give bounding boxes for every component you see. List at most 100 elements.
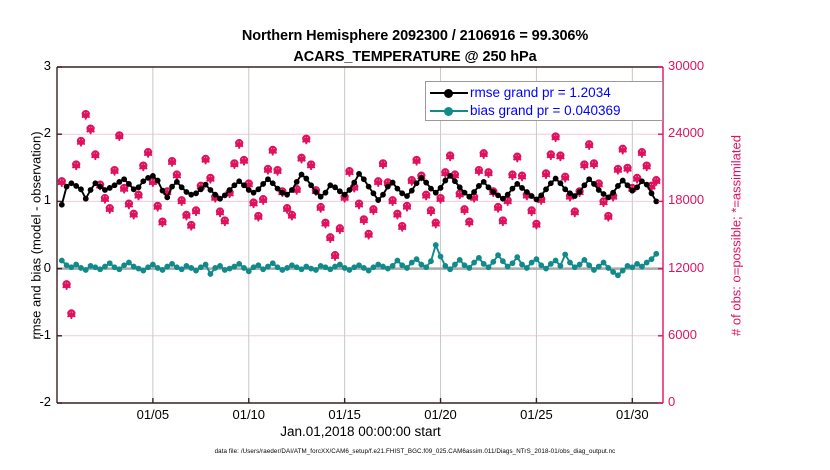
obs-assimilated-marker	[91, 150, 100, 161]
series-point	[475, 183, 482, 189]
series-point	[149, 172, 156, 179]
series-point	[452, 261, 458, 268]
obs-assimilated-marker	[412, 156, 421, 166]
series-point	[629, 264, 636, 271]
series-point	[523, 265, 530, 271]
series-point	[212, 265, 219, 271]
obs-assimilated-marker	[201, 155, 210, 165]
series-point	[322, 264, 329, 271]
series-point	[78, 265, 84, 271]
series-point	[221, 267, 228, 273]
series-point	[629, 187, 636, 194]
series-point	[471, 189, 478, 195]
series-point	[351, 264, 358, 271]
obs-assimilated-marker	[503, 196, 512, 206]
obs-assimilated-marker	[378, 159, 388, 170]
series-point	[384, 183, 391, 190]
y-tick-label-right: 0	[668, 394, 676, 409]
series-point	[111, 264, 118, 271]
series-point	[504, 263, 511, 270]
data-file-footer: data file: /Users/raeder/DAI/ATM_forcXX/…	[214, 448, 616, 455]
series-point	[447, 172, 454, 179]
y-tick-label-left: -2	[39, 394, 51, 409]
series-point	[188, 265, 195, 271]
series-point	[303, 263, 310, 270]
series-point	[317, 263, 324, 269]
series-point	[452, 178, 458, 185]
series-point	[528, 259, 535, 266]
series-point	[495, 192, 501, 199]
legend: rmse grand pr = 1.2034 bias grand pr = 0…	[425, 81, 663, 121]
series-point	[380, 263, 386, 270]
series-point	[212, 191, 219, 198]
obs-assimilated-marker	[330, 251, 340, 261]
y-tick-label-left: -1	[39, 326, 51, 342]
series-point	[130, 186, 137, 193]
series-point	[543, 186, 549, 193]
series-point	[265, 263, 271, 270]
series-point	[145, 264, 151, 271]
series-point	[365, 183, 372, 190]
obs-assimilated-marker	[57, 177, 66, 187]
series-point	[269, 180, 276, 187]
series-point	[327, 182, 334, 189]
series-point	[135, 265, 142, 272]
series-point	[351, 179, 358, 186]
series-point	[265, 176, 271, 183]
series-point	[169, 183, 175, 190]
series-point	[547, 260, 554, 267]
series-point	[634, 260, 641, 267]
series-point	[432, 189, 439, 196]
obs-assimilated-marker	[652, 176, 661, 186]
y-tick-label-left: 1	[43, 192, 51, 208]
series-point	[543, 265, 549, 272]
obs-assimilated-marker	[441, 168, 450, 178]
obs-assimilated-marker	[541, 169, 551, 180]
obs-assimilated-marker	[474, 166, 484, 176]
series-point	[336, 188, 343, 195]
obs-assimilated-marker	[513, 153, 522, 163]
obs-assimilated-marker	[249, 199, 258, 209]
series-point	[169, 260, 175, 267]
series-point	[567, 190, 573, 197]
series-point	[126, 259, 132, 266]
obs-assimilated-marker	[206, 174, 215, 184]
series-point	[116, 179, 123, 185]
legend-marker-rmse	[430, 86, 468, 100]
obs-assimilated-marker	[431, 219, 440, 229]
obs-assimilated-marker	[479, 149, 488, 159]
obs-assimilated-marker	[215, 208, 225, 218]
series-point	[408, 187, 415, 194]
series-point	[274, 264, 281, 271]
series-point	[490, 189, 497, 195]
series-point	[581, 256, 588, 263]
series-point	[193, 267, 199, 274]
y-tick-label-left: 2	[43, 125, 51, 141]
series-point	[308, 182, 314, 189]
series-point	[643, 181, 650, 188]
obs-assimilated-marker	[393, 210, 402, 220]
series-point	[231, 182, 238, 189]
series-point	[308, 265, 314, 272]
obs-assimilated-marker	[335, 224, 344, 234]
obs-assimilated-marker	[369, 205, 378, 215]
series-point	[365, 267, 372, 274]
series-point	[533, 196, 540, 203]
series-point	[624, 182, 631, 189]
series-point	[82, 267, 89, 273]
series-point	[298, 266, 305, 273]
obs-assimilated-marker	[493, 203, 503, 213]
series-point	[356, 170, 362, 177]
series-point	[245, 268, 252, 275]
series-point	[121, 262, 128, 269]
obs-assimilated-marker	[273, 166, 282, 176]
series-point	[159, 267, 166, 273]
legend-item-bias: bias grand pr = 0.040369	[430, 101, 621, 120]
obs-assimilated-marker	[177, 196, 186, 206]
series-point	[341, 265, 348, 271]
series-point	[634, 184, 641, 191]
series-point	[600, 191, 607, 197]
series-point	[643, 259, 650, 266]
series-point	[68, 180, 75, 187]
obs-assimilated-marker	[589, 159, 599, 170]
